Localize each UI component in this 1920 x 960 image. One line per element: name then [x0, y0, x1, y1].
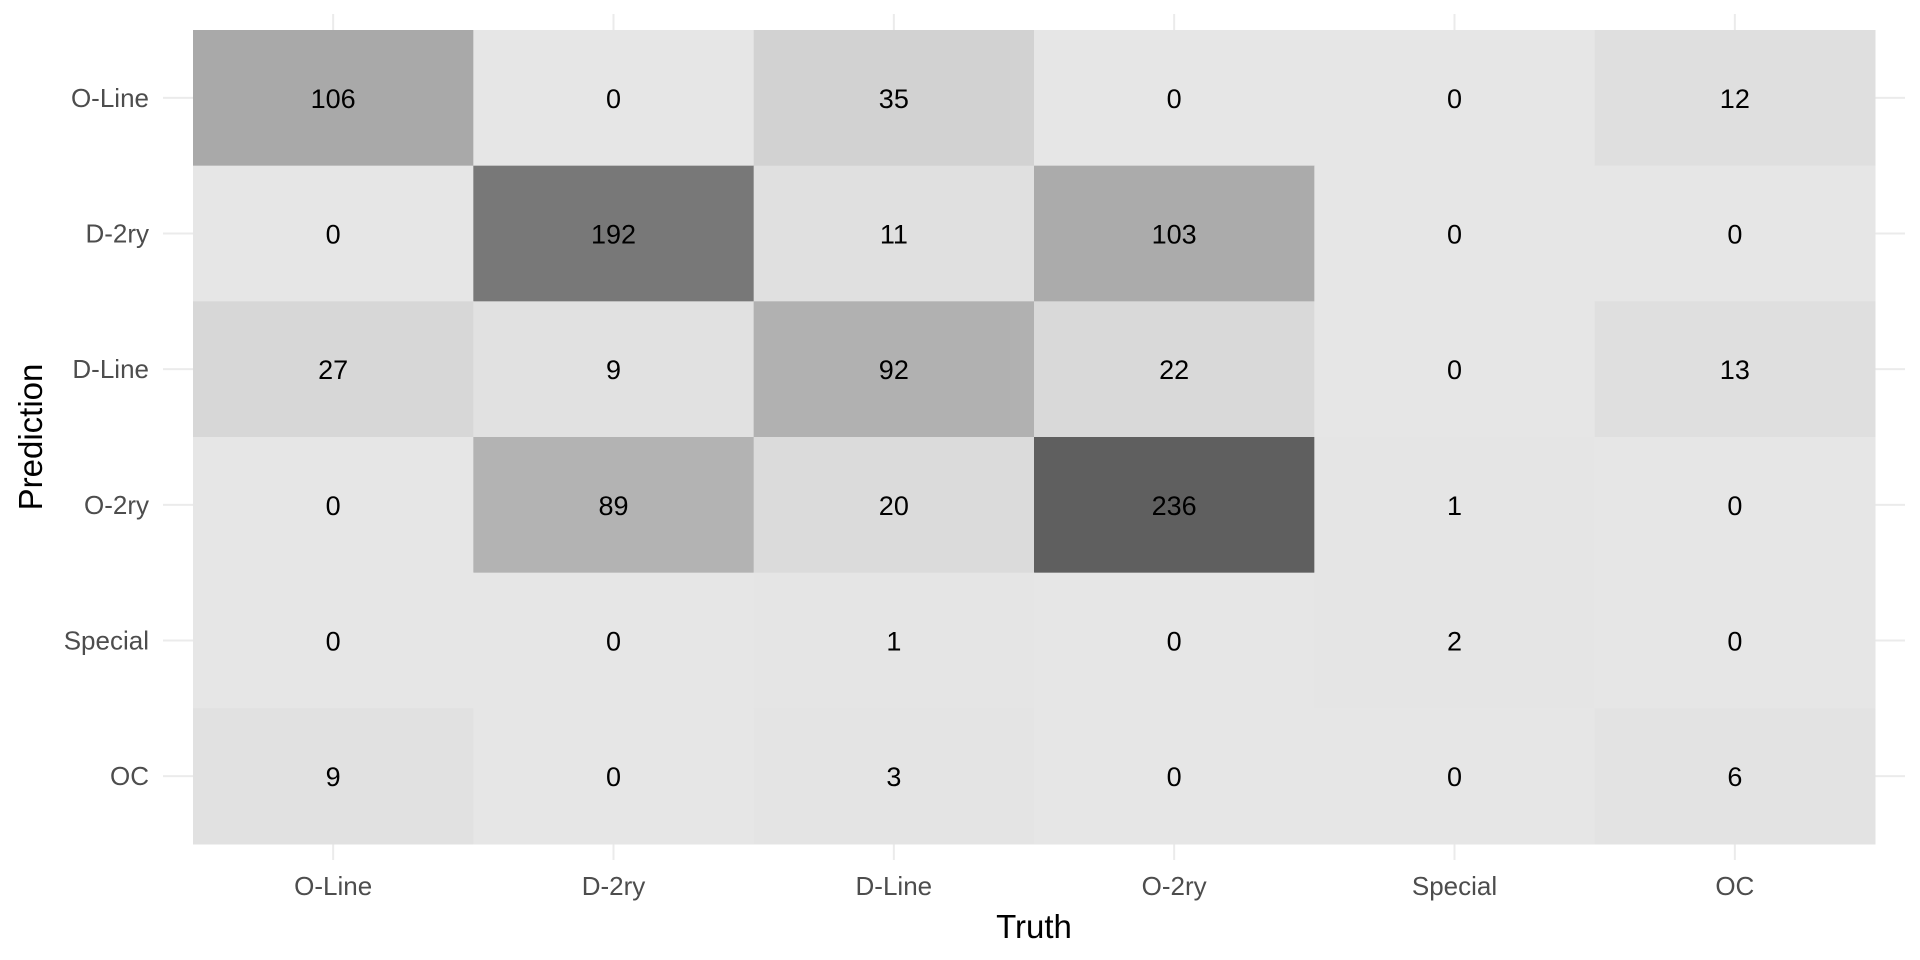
heatmap-cell	[473, 30, 755, 167]
cell-value-labels: 106 0 35 0 0 120 192 11 103 0 027 9 92 22 0 130 89 20 236 1…	[311, 84, 1750, 792]
cell-value-label: 22	[1159, 355, 1189, 385]
heatmap-cell	[753, 301, 1035, 438]
heatmap-cell	[193, 708, 474, 845]
heatmap-cell	[1594, 437, 1876, 574]
cell-value-label: 0	[326, 627, 341, 657]
heatmap-cell	[193, 301, 474, 438]
heatmap-cell	[1594, 708, 1876, 845]
cell-value-label: 0	[606, 762, 621, 792]
heatmap-cell	[1594, 165, 1876, 302]
cell-value-label: 0	[1167, 762, 1182, 792]
cell-value-label: 9	[326, 762, 341, 792]
cell-value-label: 9	[606, 355, 621, 385]
heatmap-cell	[753, 165, 1035, 302]
heatmap-cell	[1314, 572, 1596, 709]
cell-value-label: 89	[598, 491, 628, 521]
x-tick-label: OC	[1715, 871, 1754, 901]
heatmap-cell	[1314, 437, 1596, 574]
cell-value-label: 106	[311, 84, 356, 114]
heatmap-cell	[473, 708, 755, 845]
cell-value-label: 0	[1447, 355, 1462, 385]
y-axis-title: Prediction	[12, 364, 49, 511]
heatmap-cell	[1034, 437, 1315, 574]
cell-value-label: 0	[326, 220, 341, 250]
x-tick-label: D-Line	[856, 871, 933, 901]
heatmap-cell	[193, 572, 474, 709]
cell-value-label: 0	[326, 491, 341, 521]
cell-value-label: 192	[591, 220, 636, 250]
heatmap-cell	[753, 572, 1035, 709]
cell-value-label: 11	[880, 220, 908, 250]
y-axis-tick-labels: O-Line D-2ry D-Line O-2ry Special OC	[64, 83, 149, 791]
cell-value-label: 6	[1727, 762, 1742, 792]
cell-value-label: 1	[1447, 491, 1462, 521]
heatmap-cell	[193, 437, 474, 574]
heatmap-cell	[753, 708, 1035, 845]
heatmap-cell	[1034, 30, 1315, 167]
heatmap-cell	[1594, 301, 1876, 438]
cell-value-label: 0	[1727, 220, 1742, 250]
heatmap-cell	[753, 30, 1035, 167]
heatmap-cell	[1314, 30, 1596, 167]
cell-value-label: 0	[1727, 627, 1742, 657]
cell-value-label: 0	[1727, 491, 1742, 521]
cell-value-label: 103	[1152, 220, 1197, 250]
heatmap-cell	[193, 30, 474, 167]
x-tick-label: D-2ry	[582, 871, 646, 901]
y-tick-label: OC	[110, 761, 149, 791]
heatmap-cell	[753, 437, 1035, 574]
heatmap-cell	[473, 165, 755, 302]
x-tick-label: O-Line	[294, 871, 372, 901]
cell-value-label: 0	[606, 84, 621, 114]
y-tick-label: D-2ry	[85, 219, 149, 249]
heatmap-cell	[1314, 165, 1596, 302]
cell-value-label: 3	[886, 762, 901, 792]
x-tick-label: O-2ry	[1142, 871, 1207, 901]
cell-value-label: 92	[879, 355, 909, 385]
cell-value-label: 0	[1447, 220, 1462, 250]
heatmap-cell	[1034, 165, 1315, 302]
heatmap-cells	[193, 30, 1876, 845]
heatmap-cell	[1034, 572, 1315, 709]
heatmap-cell	[1034, 301, 1315, 438]
heatmap-cell	[473, 301, 755, 438]
cell-value-label: 1	[886, 627, 901, 657]
cell-value-label: 2	[1447, 627, 1462, 657]
cell-value-label: 35	[879, 84, 909, 114]
cell-value-label: 0	[606, 627, 621, 657]
heatmap-cell	[473, 437, 755, 574]
cell-value-label: 27	[318, 355, 348, 385]
x-axis-title: Truth	[996, 908, 1072, 945]
cell-value-label: 12	[1720, 84, 1750, 114]
heatmap-cell	[473, 572, 755, 709]
cell-value-label: 0	[1447, 762, 1462, 792]
cell-value-label: 20	[879, 491, 909, 521]
heatmap-cell	[1594, 30, 1876, 167]
y-tick-label: O-Line	[71, 83, 149, 113]
heatmap-cell	[1594, 572, 1876, 709]
y-tick-label: O-2ry	[84, 490, 149, 520]
y-tick-label: D-Line	[72, 354, 149, 384]
heatmap-cell	[193, 165, 474, 302]
y-tick-label: Special	[64, 626, 149, 656]
cell-value-label: 13	[1720, 355, 1750, 385]
cell-value-label: 236	[1152, 491, 1197, 521]
cell-value-label: 0	[1447, 84, 1462, 114]
cell-value-label: 0	[1167, 627, 1182, 657]
heatmap-cell	[1034, 708, 1315, 845]
x-axis-tick-labels: O-Line D-2ry D-Line O-2ry Special OC	[294, 871, 1754, 901]
heatmap-cell	[1314, 301, 1596, 438]
cell-value-label: 0	[1167, 84, 1182, 114]
x-tick-label: Special	[1412, 871, 1497, 901]
heatmap-cell	[1314, 708, 1596, 845]
